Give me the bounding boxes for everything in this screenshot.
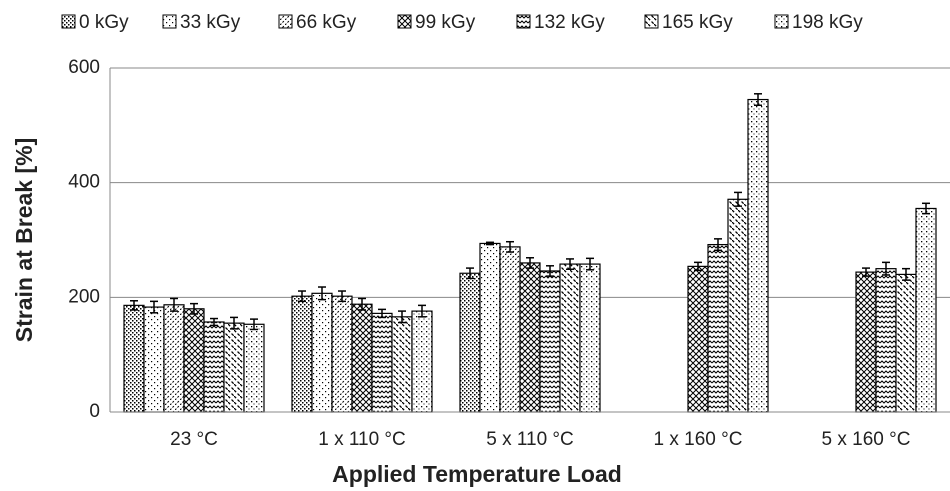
legend-label: 33 kGy — [180, 12, 241, 33]
bar — [915, 207, 937, 413]
legend-swatch — [644, 14, 659, 29]
bar — [223, 322, 245, 413]
legend-swatch — [162, 14, 177, 29]
bar — [579, 263, 601, 413]
y-axis-title: Strain at Break [%] — [11, 138, 37, 343]
y-tick-label: 600 — [68, 57, 100, 78]
legend-label: 0 kGy — [79, 12, 129, 33]
legend-swatch — [516, 14, 531, 29]
bar — [391, 316, 413, 413]
bar — [519, 262, 541, 413]
bar — [687, 265, 709, 413]
bar — [499, 246, 521, 413]
x-axis-title: Applied Temperature Load — [332, 461, 622, 487]
bar — [539, 270, 561, 413]
legend-label: 198 kGy — [792, 12, 863, 33]
x-tick-label: 1 x 110 °C — [318, 429, 406, 450]
y-tick-label: 400 — [68, 172, 100, 193]
y-tick-label: 200 — [68, 286, 100, 307]
x-tick-label: 1 x 160 °C — [654, 429, 743, 450]
x-tick-label: 23 °C — [170, 429, 218, 450]
bar — [183, 308, 205, 413]
bar — [243, 323, 265, 413]
legend-label: 66 kGy — [296, 12, 357, 33]
legend-swatch — [774, 14, 789, 29]
bar — [203, 321, 225, 413]
x-tick-label: 5 x 110 °C — [486, 429, 574, 450]
bar — [875, 268, 897, 413]
bar — [707, 243, 729, 413]
legend-label: 165 kGy — [662, 12, 733, 33]
bar — [559, 263, 581, 413]
y-tick-label: 0 — [89, 401, 100, 422]
bar — [163, 304, 185, 413]
bar — [123, 304, 145, 413]
legend-label: 99 kGy — [415, 12, 476, 33]
legend-label: 132 kGy — [534, 12, 605, 33]
bar — [479, 242, 501, 413]
bar — [895, 273, 917, 413]
bar — [331, 295, 353, 413]
bar — [143, 306, 165, 413]
bar — [351, 303, 373, 413]
legend-swatch — [278, 14, 293, 29]
bar — [459, 272, 481, 413]
bar — [411, 310, 433, 413]
x-tick-label: 5 x 160 °C — [822, 429, 911, 450]
bar — [291, 295, 313, 413]
legend-swatch — [397, 14, 412, 29]
legend-swatch — [61, 14, 76, 29]
bar — [371, 312, 393, 413]
bar — [311, 292, 333, 413]
bar — [727, 198, 749, 413]
bar — [855, 271, 877, 413]
bar — [747, 98, 769, 413]
